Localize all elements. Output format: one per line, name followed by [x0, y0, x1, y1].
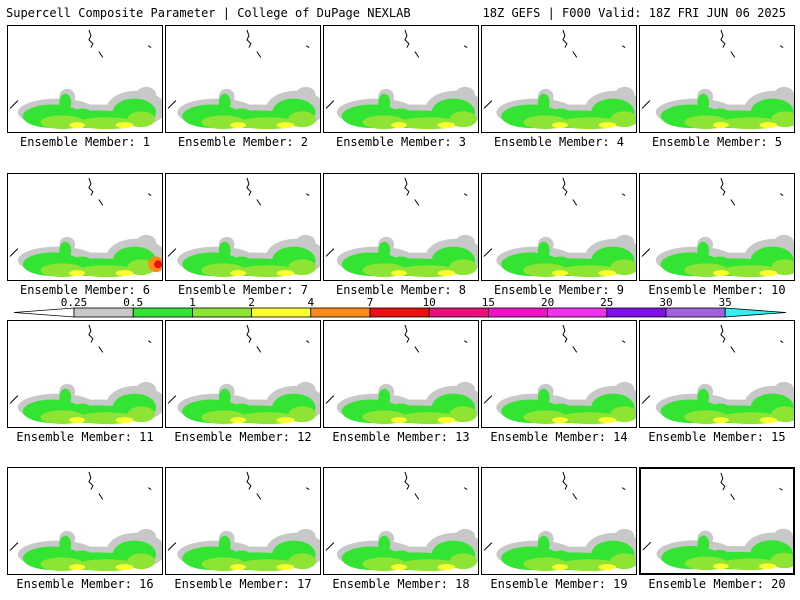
legend-swatch-4	[310, 307, 371, 318]
member-map-4[interactable]	[481, 25, 637, 133]
legend-tick-label: 25	[600, 296, 614, 309]
member-label-12: Ensemble Member: 12	[174, 430, 312, 444]
member-label-17: Ensemble Member: 17	[174, 577, 312, 591]
legend-tick-label: 20	[540, 296, 555, 309]
scp-field	[167, 324, 320, 425]
legend-swatch-6	[428, 307, 489, 318]
scp-field	[641, 324, 794, 425]
member-map-16[interactable]	[7, 467, 163, 575]
member-label-9: Ensemble Member: 9	[493, 283, 625, 297]
legend-swatch-5	[369, 307, 430, 318]
legend-swatch-8	[547, 307, 608, 318]
member-label-19: Ensemble Member: 19	[490, 577, 628, 591]
member-label-2: Ensemble Member: 2	[177, 135, 309, 149]
scp-field	[483, 29, 636, 130]
legend-bar	[13, 307, 787, 318]
legend-tick-label: 1	[189, 296, 196, 309]
member-map-7[interactable]	[165, 173, 321, 281]
scp-field	[9, 471, 162, 572]
member-label-16: Ensemble Member: 16	[16, 577, 154, 591]
member-map-1[interactable]	[7, 25, 163, 133]
member-map-8[interactable]	[323, 173, 479, 281]
scp-field	[9, 29, 162, 130]
scp-field	[325, 177, 478, 278]
scp-field	[9, 324, 162, 425]
legend-tick-label: 15	[481, 296, 496, 309]
member-map-6[interactable]	[7, 173, 163, 281]
legend-tick-label: 2	[248, 296, 255, 309]
member-map-17[interactable]	[165, 467, 321, 575]
scp-field	[483, 324, 636, 425]
member-map-20[interactable]	[639, 467, 795, 575]
member-label-15: Ensemble Member: 15	[648, 430, 786, 444]
member-map-13[interactable]	[323, 320, 479, 428]
legend-tick-label: 4	[307, 296, 315, 309]
legend-tick-label: 30	[659, 296, 673, 309]
scp-field	[641, 177, 794, 278]
scp-field	[641, 29, 794, 130]
legend-swatch-9	[606, 307, 667, 318]
legend-swatch-7	[487, 307, 548, 318]
legend-tick-label: 7	[366, 296, 374, 309]
legend-arrow-low	[13, 307, 75, 318]
member-label-10: Ensemble Member: 10	[648, 283, 786, 297]
member-map-19[interactable]	[481, 467, 637, 575]
map-title: Supercell Composite Parameter | College …	[6, 6, 411, 20]
member-label-1: Ensemble Member: 1	[19, 135, 151, 149]
member-map-11[interactable]	[7, 320, 163, 428]
legend-swatch-0	[73, 307, 134, 318]
member-label-7: Ensemble Member: 7	[177, 283, 309, 297]
member-label-6: Ensemble Member: 6	[19, 283, 151, 297]
member-label-8: Ensemble Member: 8	[335, 283, 467, 297]
member-label-3: Ensemble Member: 3	[335, 135, 467, 149]
member-label-5: Ensemble Member: 5	[651, 135, 783, 149]
member-label-11: Ensemble Member: 11	[16, 430, 154, 444]
legend-swatch-10	[665, 307, 726, 318]
member-label-14: Ensemble Member: 14	[490, 430, 628, 444]
member-map-14[interactable]	[481, 320, 637, 428]
scp-field	[642, 472, 793, 571]
legend-tick-label: 0.5	[123, 296, 144, 309]
scp-field	[167, 177, 320, 278]
member-map-10[interactable]	[639, 173, 795, 281]
member-map-12[interactable]	[165, 320, 321, 428]
scp-field	[9, 177, 162, 278]
member-map-2[interactable]	[165, 25, 321, 133]
scp-field	[167, 29, 320, 130]
member-map-18[interactable]	[323, 467, 479, 575]
member-label-20: Ensemble Member: 20	[648, 577, 786, 591]
scp-field	[325, 29, 478, 130]
legend-tick-label: 35	[718, 296, 732, 309]
member-label-13: Ensemble Member: 13	[332, 430, 470, 444]
member-label-18: Ensemble Member: 18	[332, 577, 470, 591]
run-info: 18Z GEFS | F000 Valid: 18Z FRI JUN 06 20…	[482, 6, 786, 20]
scp-field	[483, 471, 636, 572]
scp-field	[325, 471, 478, 572]
legend-tick-label: 10	[422, 296, 436, 309]
color-legend: 0.25 0.5 1 2 4 7 10 15 20 25 30 35	[0, 296, 800, 320]
legend-swatch-2	[191, 307, 252, 318]
member-label-4: Ensemble Member: 4	[493, 135, 625, 149]
member-map-3[interactable]	[323, 25, 479, 133]
legend-tick-label: 0.25	[60, 296, 88, 309]
member-map-5[interactable]	[639, 25, 795, 133]
member-map-9[interactable]	[481, 173, 637, 281]
legend-arrow-high	[724, 307, 787, 318]
scp-field	[167, 471, 320, 572]
scp-field	[483, 177, 636, 278]
scp-field	[325, 324, 478, 425]
legend-swatch-3	[251, 307, 312, 318]
member-map-15[interactable]	[639, 320, 795, 428]
legend-swatch-1	[132, 307, 193, 318]
